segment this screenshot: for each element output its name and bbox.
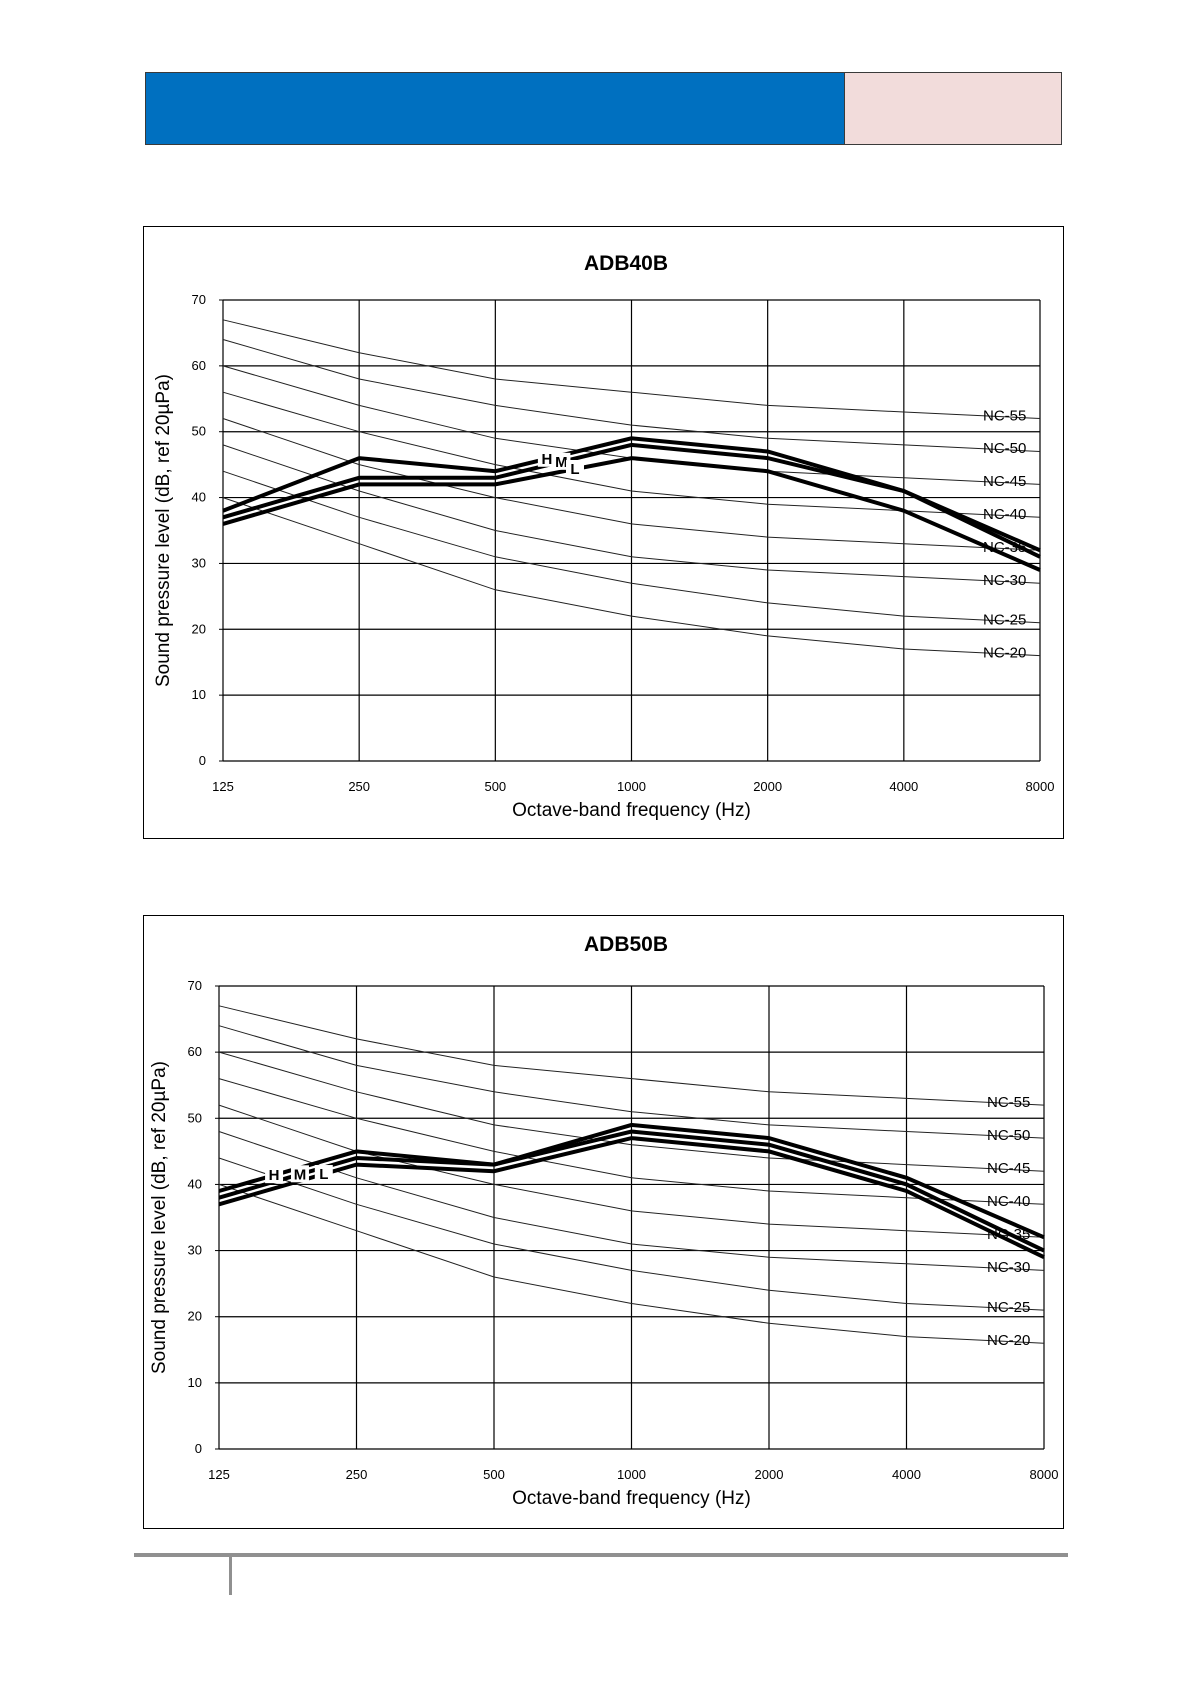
series-label: L [319,1166,328,1183]
series-label-bg [565,459,584,477]
nc-curve-nc-25 [222,470,1041,624]
series-label: M [294,1166,307,1183]
nc-label: NC-55 [987,1094,1030,1111]
nc-curve-nc-40 [218,1078,1045,1205]
y-tick-label: 60 [188,1044,202,1059]
series-line-h [218,1122,1045,1240]
nc-label: NC-30 [987,1259,1030,1276]
nc-label: NC-40 [983,506,1026,523]
series-label-bg [537,449,556,467]
y-tick-label: 10 [192,687,206,702]
nc-curve-nc-30 [222,444,1041,584]
series-label-bg [314,1165,333,1183]
footer-divider [134,1553,1068,1557]
footer-tick [229,1557,232,1595]
x-tick-label: 4000 [889,779,918,794]
y-tick-label: 60 [192,358,206,373]
series-label: H [541,451,552,468]
header-pink-panel [845,73,1061,144]
y-tick-label: 20 [188,1309,202,1324]
x-tick-label: 250 [348,779,370,794]
y-tick-label: 50 [188,1110,202,1125]
nc-label: NC-40 [987,1193,1030,1210]
y-tick-label: 40 [188,1176,202,1191]
y-tick-label: 70 [192,292,206,307]
chart-adb50b-svg: ADB50B 0 10 20 30 40 50 60 70 125 250 500 1000 2000 40… [149,933,1059,1509]
y-tick-label: 50 [192,424,206,439]
x-tick-label: 500 [484,779,506,794]
nc-label: NC-30 [983,572,1026,589]
nc-curve-nc-45 [218,1051,1045,1172]
series-line-l [222,456,1041,572]
series-label-bg [552,452,571,470]
nc-curve-nc-50 [218,1025,1045,1139]
y-axis-label: Sound pressure level (dB, ref 20µPa) [153,374,174,687]
x-tick-label: 8000 [1026,779,1055,794]
nc-curve-nc-25 [218,1157,1045,1311]
nc-label: NC-45 [983,473,1026,490]
x-tick-label: 2000 [755,1467,784,1482]
nc-curve-nc-55 [218,1005,1045,1106]
y-tick-label: 40 [192,490,206,505]
series-line-m [218,1129,1045,1253]
x-tick-label: 8000 [1030,1467,1059,1482]
y-tick-label: 30 [188,1243,202,1258]
x-tick-label: 4000 [892,1467,921,1482]
nc-curve-nc-55 [222,319,1041,419]
x-tick-label: 2000 [753,779,782,794]
gridlines [215,985,1045,1450]
y-tick-label: 70 [188,978,202,993]
nc-label: NC-25 [987,1299,1030,1316]
series-label: L [570,461,579,478]
series-line-m [222,442,1041,553]
y-tick-label: 0 [199,753,206,768]
nc-label: NC-20 [987,1332,1030,1349]
nc-label: NC-45 [987,1160,1030,1177]
nc-label: NC-20 [983,644,1026,661]
x-tick-label: 125 [212,779,234,794]
series-line-l [218,1136,1045,1260]
x-tick-label: 500 [483,1467,505,1482]
series-label-bg [265,1166,284,1184]
nc-curve-nc-35 [222,418,1041,551]
nc-curves [222,319,1041,657]
series-label-bg [290,1165,309,1183]
nc-curve-nc-20 [218,1183,1045,1344]
x-tick-label: 1000 [617,1467,646,1482]
y-tick-label: 20 [192,621,206,636]
x-axis-label: Octave-band frequency (Hz) [512,1488,751,1509]
chart-adb50b: ADB50B 0 10 20 30 40 50 60 70 125 250 500 1000 2000 40… [143,915,1064,1529]
nc-label: NC-25 [983,611,1026,628]
nc-curve-nc-20 [222,497,1041,657]
y-tick-label: 30 [192,555,206,570]
y-axis-label: Sound pressure level (dB, ref 20µPa) [149,1061,170,1374]
nc-label: NC-50 [983,440,1026,457]
header-bar [145,72,1062,145]
chart-title: ADB40B [584,252,668,275]
x-tick-label: 250 [346,1467,368,1482]
chart-adb40b-svg: ADB40B 0 10 20 30 40 50 60 70 125 250 500 1000 2000 40… [153,252,1055,821]
header-blue-panel [146,73,845,144]
y-tick-label: 10 [188,1375,202,1390]
series-label: H [269,1167,280,1184]
x-tick-label: 125 [208,1467,230,1482]
nc-label: NC-55 [983,407,1026,424]
gridlines [219,299,1041,762]
nc-curve-nc-50 [222,339,1041,452]
nc-label: NC-50 [987,1127,1030,1144]
x-tick-label: 1000 [617,779,646,794]
chart-title: ADB50B [584,933,668,956]
y-tick-label: 0 [195,1441,202,1456]
nc-curve-nc-30 [218,1131,1045,1271]
chart-adb40b: ADB40B 0 10 20 30 40 50 60 70 125 250 500 1000 2000 40… [143,226,1064,839]
x-axis-label: Octave-band frequency (Hz) [512,800,751,821]
series-label: M [555,454,568,471]
